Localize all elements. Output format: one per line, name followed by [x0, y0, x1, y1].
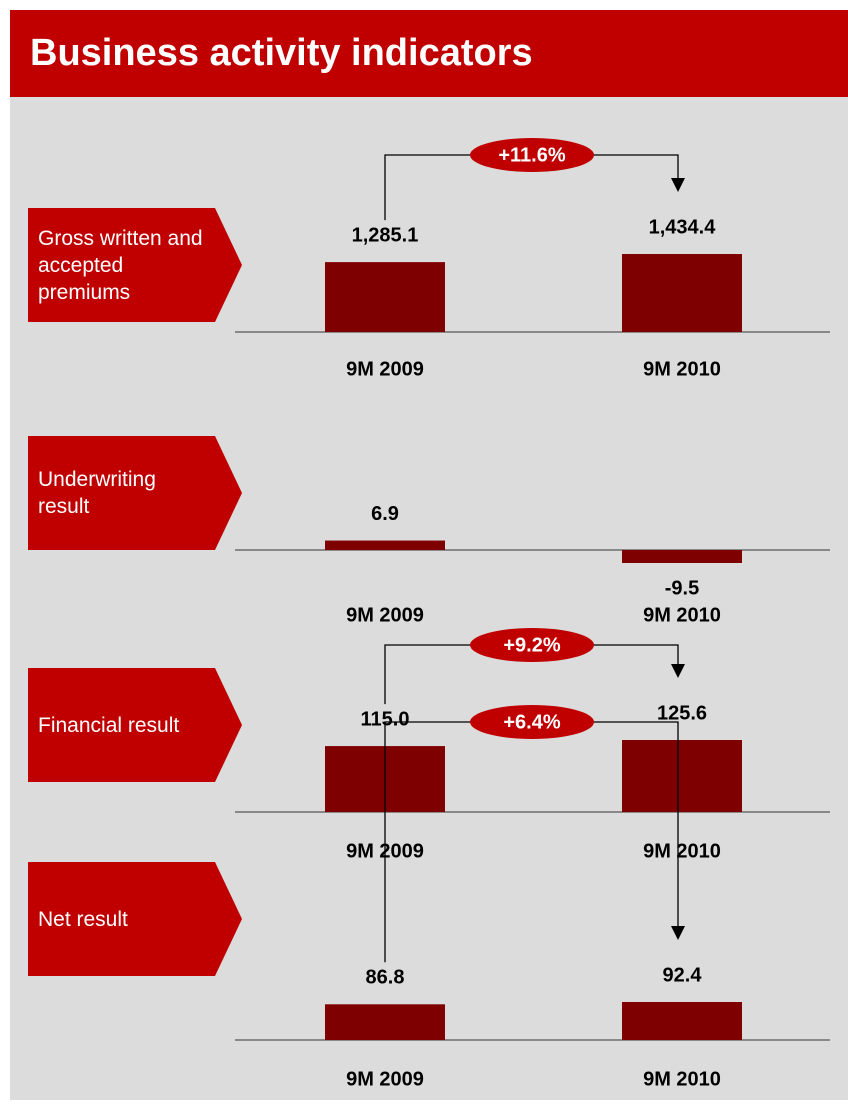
value-label: 115.0: [361, 708, 410, 730]
chart-title: Financial result: [38, 713, 180, 737]
label-box-text-area: Financial result: [38, 713, 180, 737]
page-title: Business activity indicators: [30, 32, 533, 74]
value-label: 125.6: [657, 702, 707, 724]
arrow-head: [671, 664, 685, 678]
label-box: [28, 862, 242, 976]
x-tick-label: 9M 2010: [643, 1068, 721, 1090]
x-tick-label: 9M 2010: [643, 840, 721, 862]
label-box-text-area: Underwriting result: [38, 468, 156, 518]
chart-title: Gross written and accepted premiums: [38, 226, 203, 304]
x-tick-label: 9M 2009: [346, 1068, 424, 1090]
change-label: +6.4%: [503, 711, 560, 733]
label-box-text-area: Gross written and accepted premiums: [38, 226, 203, 304]
bar: [325, 262, 445, 332]
value-label: 1,285.1: [352, 224, 419, 246]
arrow-head: [671, 178, 685, 192]
value-label: 1,434.4: [649, 216, 717, 238]
chart-title: Net result: [38, 907, 128, 931]
chart-title: Underwriting result: [38, 468, 156, 518]
value-label: 6.9: [371, 503, 399, 525]
change-badge: [470, 628, 594, 662]
arrow-head: [671, 926, 685, 940]
bar: [622, 740, 742, 812]
x-tick-label: 9M 2010: [643, 358, 721, 380]
value-label: 86.8: [366, 967, 405, 989]
value-label: -9.5: [665, 577, 699, 599]
bar: [622, 1002, 742, 1040]
header-bar: [10, 10, 848, 97]
label-box: [28, 208, 242, 322]
label-box-text-area: Net result: [38, 907, 128, 931]
x-tick-label: 9M 2009: [346, 358, 424, 380]
x-tick-label: 9M 2010: [643, 604, 721, 626]
x-tick-label: 9M 2009: [346, 604, 424, 626]
label-box: [28, 668, 242, 782]
change-badge: [470, 138, 594, 172]
bar: [325, 1004, 445, 1040]
bar: [622, 550, 742, 563]
label-box: [28, 436, 242, 550]
value-label: 92.4: [663, 964, 703, 986]
change-badge: [470, 705, 594, 739]
change-label: +11.6%: [498, 144, 566, 166]
bar: [622, 254, 742, 332]
change-label: +9.2%: [503, 634, 560, 656]
bar: [325, 540, 445, 550]
